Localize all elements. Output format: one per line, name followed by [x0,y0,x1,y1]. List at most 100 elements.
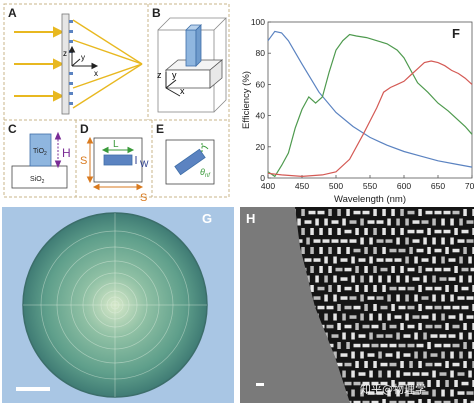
panel-label-h: H [246,211,256,226]
series-line-3 [267,60,473,178]
nanopillar [427,380,431,387]
nanopillar [364,361,368,368]
x-tick-label: 700 [465,181,474,191]
nanopillar [353,248,361,253]
panel-b-axis-z: z [157,70,162,80]
nanopillar [358,334,366,338]
nanopillar [328,247,332,254]
nanopillar [369,256,373,264]
nanopillar [328,285,332,292]
nanopillar [421,258,429,262]
panel-label-a: A [8,6,17,20]
nanopillar [387,275,391,283]
nanopillar [328,266,332,273]
nanopillar [443,305,451,310]
panel-b-unit-cell [157,17,227,113]
nanopillar [376,220,384,224]
nanopillar [405,275,409,283]
nanopillar [385,334,393,338]
nanopillar [349,315,357,319]
nanopillar [335,267,343,272]
nanopillar [391,228,395,235]
chart-plot-frame [267,21,473,179]
nanopillar [355,285,359,292]
nanopillar [319,247,323,254]
nanopillar [432,370,436,378]
nanopillar [445,361,449,368]
nanopillar [335,362,343,367]
nanopillar [358,372,366,376]
nanopillar [376,296,384,300]
nanopillar [333,256,337,264]
panel-a-metalens: z y x [14,13,143,115]
nanopillar [427,228,431,235]
nanopillar [380,343,388,348]
nanopillar [398,381,406,386]
nanopillar [472,285,474,292]
nanopillar [427,399,431,403]
nanopillar [403,372,411,376]
nanopillar [373,247,377,254]
nanopillar [457,296,465,300]
nanopillar [342,218,346,226]
metalens-disc [22,212,208,398]
nanopillar [450,389,454,397]
nanopillar [317,210,325,215]
x-axis-label: Wavelength (nm) [334,194,406,205]
nanopillar [432,389,436,397]
nanopillar [407,210,415,215]
nanopillar [346,342,350,349]
nanopillar [398,286,406,291]
nanopillar [387,370,391,378]
nanopillar [360,351,364,359]
nanopillar [434,229,442,234]
nanopillar [452,248,460,253]
nanopillar [454,285,458,292]
nanopillar [416,381,424,386]
nanopillar [443,400,451,403]
nanopillar [391,380,395,387]
nanopillar [313,296,321,300]
nanopillar [463,399,467,403]
nanopillar [389,248,397,253]
nanopillar [331,239,339,243]
nanopillar [466,220,474,224]
nanopillar [389,324,397,329]
nanopillar [445,247,449,254]
nanopillar [427,247,431,254]
nanopillar [319,228,323,235]
nanopillar [310,285,314,292]
nanopillar [425,362,433,367]
nanopillar [382,323,386,330]
nanopillar [373,228,377,235]
nanopillar [441,237,445,245]
nanopillar [378,351,382,359]
x-tick-label: 550 [363,181,377,191]
nanopillar [414,351,418,359]
nanopillar [412,391,420,395]
nanopillar [367,353,375,357]
nanopillar [340,258,348,262]
nanopillar [391,209,395,216]
nanopillar [434,286,442,291]
nanopillar [414,294,418,302]
nanopillar [378,313,382,321]
nanopillar [306,275,310,283]
nanopillar [434,343,442,348]
nanopillar [380,267,388,272]
nanopillar [387,389,391,397]
nanopillar [344,381,352,386]
watermark-text: 知乎@物理学 [360,383,426,396]
nanopillar [434,324,442,329]
nanopillar [445,380,449,387]
nanopillar [412,372,420,376]
nanopillar [398,248,406,253]
nanopillar [412,239,420,243]
nanopillar [389,362,397,367]
nanopillar [423,237,427,245]
x-tick-label: 650 [431,181,445,191]
nanopillar [459,332,463,340]
nanopillar [468,351,472,359]
nanopillar [452,305,460,310]
nanopillar [468,370,472,378]
